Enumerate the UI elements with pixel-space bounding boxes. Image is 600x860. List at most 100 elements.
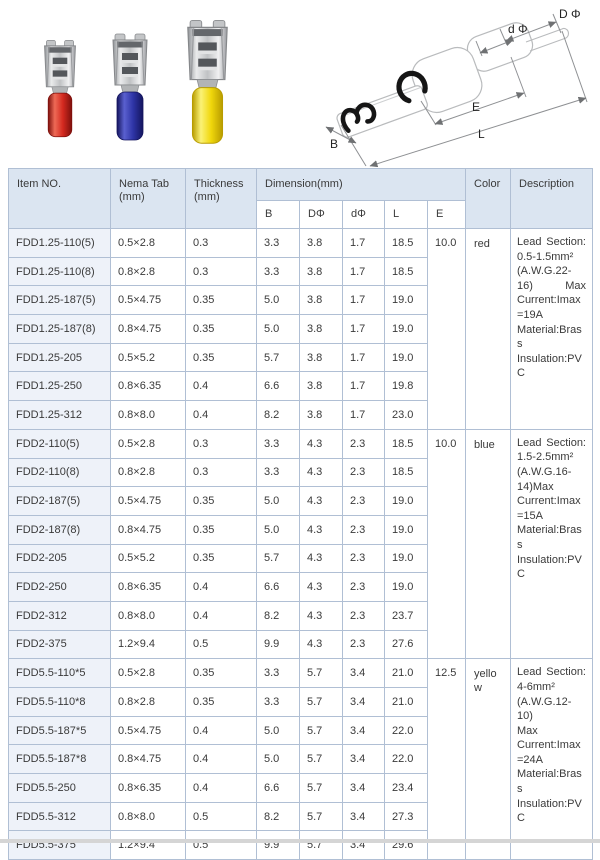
- dim-b-cell: 3.3: [256, 658, 300, 688]
- table-row: FDD5.5-110*5 0.5×2.8 0.35 3.3 5.7 3.4 21.0 12.5…: [8, 658, 593, 860]
- nema-tab-cell: 0.8×4.75: [110, 514, 186, 545]
- dim-dphi-cell: 4.3: [299, 600, 343, 631]
- label-total-length: L: [478, 127, 485, 141]
- header-dim-dsmallphi: dΦ: [342, 200, 385, 229]
- label-tab-width: B: [330, 137, 338, 151]
- dim-l-cell: 23.7: [384, 600, 428, 631]
- table-row: FDD2-250 0.8×6.35 0.4 6.6 4.3 2.3 19.0: [8, 572, 593, 602]
- thickness-cell: 0.35: [185, 342, 257, 373]
- dim-b-cell: 5.7: [256, 543, 300, 574]
- item-no-cell: FDD5.5-187*8: [8, 744, 111, 775]
- dim-dsmallphi-cell: 3.4: [342, 715, 385, 746]
- insulation-sleeve: [116, 91, 144, 141]
- dim-b-cell: 8.2: [256, 400, 300, 430]
- nema-tab-cell: 0.8×6.35: [110, 773, 186, 803]
- table-row: FDD5.5-187*5 0.5×4.75 0.4 5.0 5.7 3.4 22.0: [8, 715, 593, 746]
- dim-dsmallphi-cell: 2.3: [342, 514, 385, 545]
- table-row: FDD2-205 0.5×5.2 0.35 5.7 4.3 2.3 19.0: [8, 543, 593, 574]
- nema-tab-cell: 0.5×4.75: [110, 486, 186, 516]
- table-row: FDD2-187(8) 0.8×4.75 0.35 5.0 4.3 2.3 19.0: [8, 514, 593, 545]
- nema-tab-cell: 0.8×8.0: [110, 801, 186, 832]
- table-row: FDD2-375 1.2×9.4 0.5 9.9 4.3 2.3 27.6: [8, 629, 593, 660]
- dim-dphi-cell: 4.3: [299, 514, 343, 545]
- dim-dsmallphi-cell: 3.4: [342, 658, 385, 688]
- label-sleeve-length: E: [472, 100, 480, 114]
- dim-dphi-cell: 5.7: [299, 744, 343, 775]
- table-row: FDD1.25-187(8) 0.8×4.75 0.35 5.0 3.8 1.7 19.0: [8, 314, 593, 344]
- thickness-cell: 0.35: [185, 514, 257, 545]
- dim-l-cell: 18.5: [384, 457, 428, 488]
- color-cell: blue: [465, 428, 511, 660]
- dimension-diagram-drawing: D Φ d Φ E L B: [325, 7, 588, 168]
- nema-tab-cell: 0.8×8.0: [110, 600, 186, 631]
- dim-dphi-cell: 4.3: [299, 629, 343, 660]
- thickness-cell: 0.35: [185, 543, 257, 574]
- table-row: FDD2-187(5) 0.5×4.75 0.35 5.0 4.3 2.3 19.0: [8, 486, 593, 516]
- dim-dsmallphi-cell: 2.3: [342, 428, 385, 459]
- dim-b-cell: 5.0: [256, 514, 300, 545]
- item-no-cell: FDD1.25-205: [8, 342, 111, 373]
- dim-dphi-cell: 3.8: [299, 285, 343, 316]
- item-no-cell: FDD1.25-110(8): [8, 256, 111, 287]
- table-row: FDD5.5-250 0.8×6.35 0.4 6.6 5.7 3.4 23.4: [8, 773, 593, 803]
- header-thickness: Thickness (mm): [185, 168, 257, 229]
- page-bottom-edge: [0, 839, 600, 843]
- dim-dphi-cell: 5.7: [299, 687, 343, 717]
- dim-l-cell: 18.5: [384, 428, 428, 459]
- dim-l-cell: 18.5: [384, 256, 428, 287]
- label-outer-diameter: D Φ: [559, 7, 581, 21]
- nema-tab-cell: 0.8×4.75: [110, 314, 186, 344]
- dim-l-cell: 21.0: [384, 658, 428, 688]
- thickness-cell: 0.4: [185, 572, 257, 602]
- dim-dphi-cell: 4.3: [299, 457, 343, 488]
- dim-dphi-cell: 3.8: [299, 400, 343, 430]
- header-dim-l: L: [384, 200, 428, 229]
- dim-l-cell: 19.0: [384, 314, 428, 344]
- item-no-cell: FDD2-205: [8, 543, 111, 574]
- nema-tab-cell: 0.8×8.0: [110, 400, 186, 430]
- dim-dphi-cell: 4.3: [299, 486, 343, 516]
- item-no-cell: FDD2-110(8): [8, 457, 111, 488]
- dim-dsmallphi-cell: 1.7: [342, 285, 385, 316]
- description-cell: Lead Section: 4-6mm² (A.W.G.12-10) Max C…: [510, 658, 593, 860]
- description-cell: Lead Section: 0.5-1.5mm² (A.W.G.22-16) M…: [510, 228, 593, 430]
- dim-dsmallphi-cell: 1.7: [342, 371, 385, 402]
- yellow-terminal-photo: [187, 19, 228, 144]
- dim-b-cell: 6.6: [256, 572, 300, 602]
- dim-dphi-cell: 4.3: [299, 543, 343, 574]
- thickness-cell: 0.35: [185, 687, 257, 717]
- dim-b-cell: 3.3: [256, 457, 300, 488]
- dim-b-cell: 9.9: [256, 629, 300, 660]
- description-cell: Lead Section: 1.5-2.5mm² (A.W.G.16-14)Ma…: [510, 428, 593, 660]
- nema-tab-cell: 1.2×9.4: [110, 830, 186, 860]
- item-no-cell: FDD1.25-250: [8, 371, 111, 402]
- nema-tab-cell: 0.8×4.75: [110, 744, 186, 775]
- dim-dphi-cell: 5.7: [299, 773, 343, 803]
- dim-l-cell: 19.8: [384, 371, 428, 402]
- dim-b-cell: 5.0: [256, 715, 300, 746]
- thickness-cell: 0.3: [185, 457, 257, 488]
- dim-b-cell: 3.3: [256, 228, 300, 258]
- item-no-cell: FDD1.25-187(8): [8, 314, 111, 344]
- thickness-cell: 0.4: [185, 400, 257, 430]
- table-row: FDD5.5-110*8 0.8×2.8 0.35 3.3 5.7 3.4 21.0: [8, 687, 593, 717]
- dim-dsmallphi-cell: 3.4: [342, 830, 385, 860]
- thickness-cell: 0.5: [185, 629, 257, 660]
- nema-tab-cell: 0.5×2.8: [110, 428, 186, 459]
- header-nema-tab: Nema Tab (mm): [110, 168, 186, 229]
- dim-b-cell: 8.2: [256, 801, 300, 832]
- dim-dsmallphi-cell: 2.3: [342, 572, 385, 602]
- item-no-cell: FDD2-375: [8, 629, 111, 660]
- table-row: FDD1.25-187(5) 0.5×4.75 0.35 5.0 3.8 1.7 19.0: [8, 285, 593, 316]
- item-no-cell: FDD5.5-110*8: [8, 687, 111, 717]
- dim-dphi-cell: 5.7: [299, 801, 343, 832]
- table-row: FDD5.5-312 0.8×8.0 0.5 8.2 5.7 3.4 27.3: [8, 801, 593, 832]
- dim-l-cell: 18.5: [384, 228, 428, 258]
- dimension-lines: [325, 13, 588, 168]
- dim-b-cell: 6.6: [256, 773, 300, 803]
- header-dim-dphi: DΦ: [299, 200, 343, 229]
- dim-l-cell: 19.0: [384, 514, 428, 545]
- dim-l-cell: 27.3: [384, 801, 428, 832]
- table-row: FDD1.25-110(8) 0.8×2.8 0.3 3.3 3.8 1.7 18.5: [8, 256, 593, 287]
- nema-tab-cell: 1.2×9.4: [110, 629, 186, 660]
